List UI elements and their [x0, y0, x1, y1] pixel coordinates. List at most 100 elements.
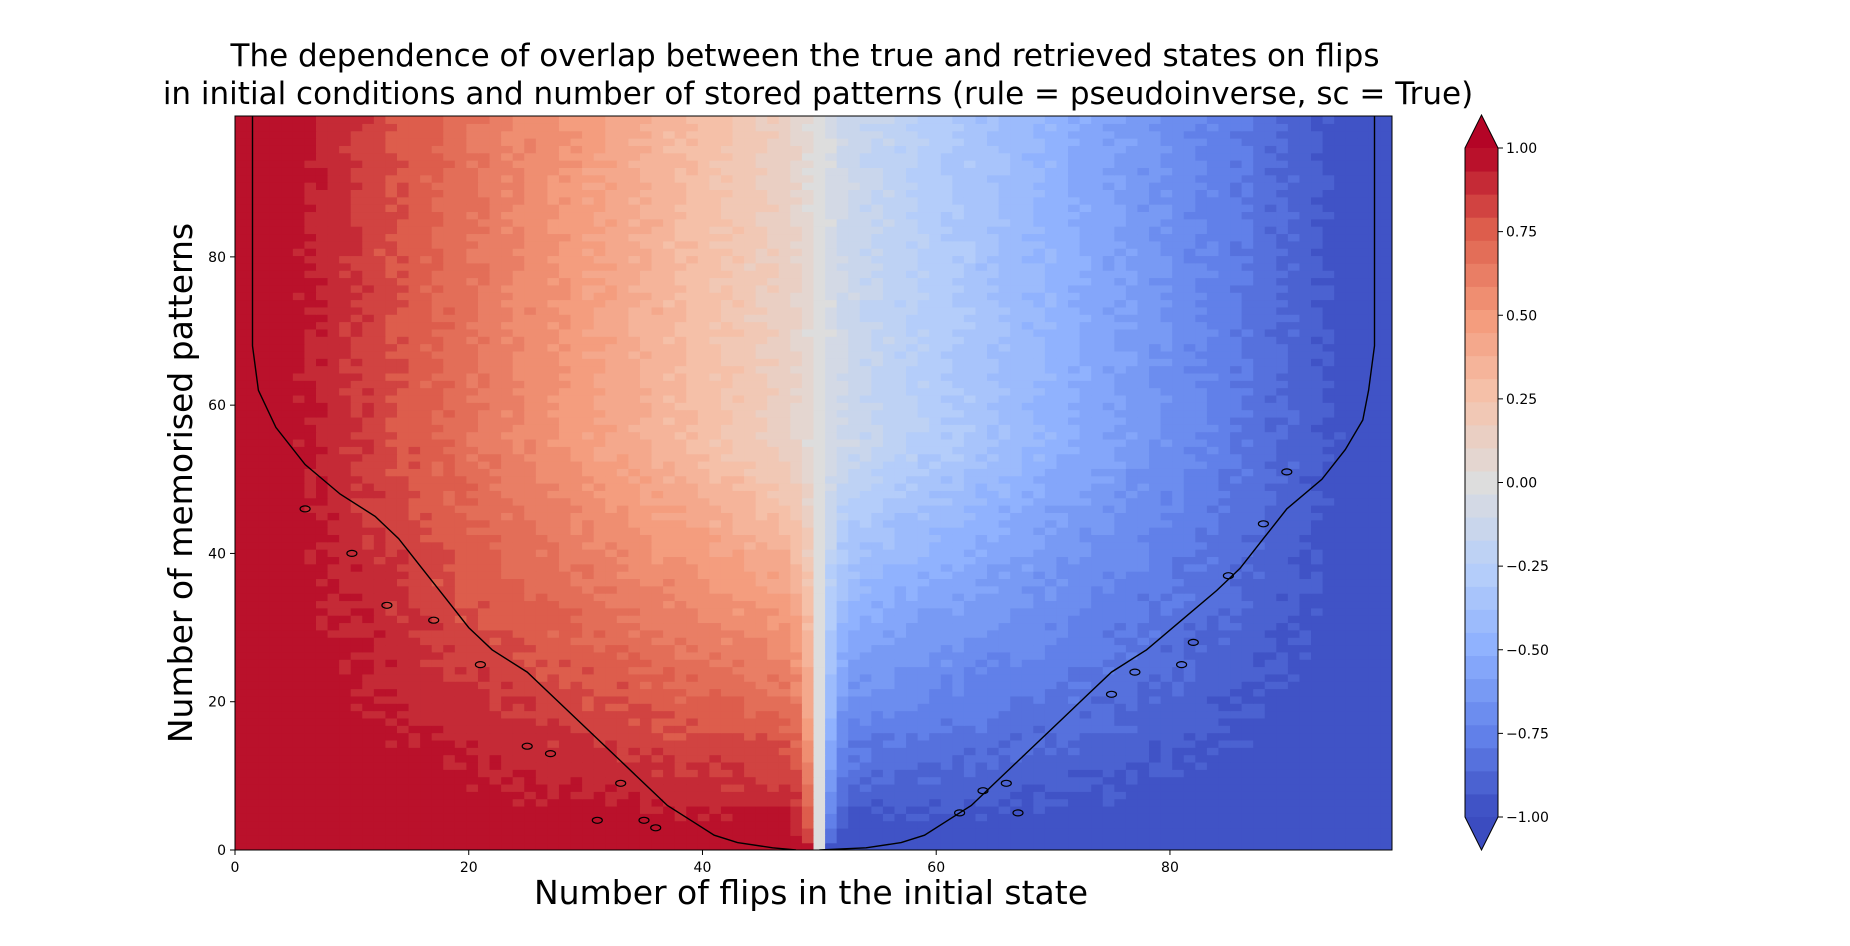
heatmap-cell — [651, 622, 664, 631]
heatmap-cell — [825, 593, 838, 602]
heatmap-cell — [1287, 571, 1301, 580]
heatmap-cell — [744, 541, 757, 550]
heatmap-cell — [1137, 820, 1150, 829]
heatmap-cell — [327, 512, 340, 521]
heatmap-cell — [836, 754, 849, 763]
heatmap-cell — [987, 791, 1000, 800]
heatmap-cell — [385, 666, 398, 675]
heatmap-cell — [1056, 666, 1069, 675]
heatmap-cell — [304, 813, 317, 822]
heatmap-cell — [420, 783, 433, 792]
heatmap-cell — [1091, 783, 1104, 792]
heatmap-cell — [605, 688, 618, 697]
heatmap-cell — [1230, 556, 1243, 565]
heatmap-cell — [894, 519, 907, 528]
heatmap-cell — [1368, 666, 1382, 675]
heatmap-cell — [1068, 637, 1081, 646]
heatmap-cell — [1172, 637, 1185, 646]
heatmap-cell — [940, 534, 953, 543]
heatmap-cell — [420, 754, 433, 763]
heatmap-cell — [373, 534, 387, 543]
heatmap-cell — [1334, 607, 1347, 616]
heatmap-cell — [1102, 681, 1115, 690]
heatmap-cell — [1287, 842, 1301, 850]
heatmap-cell — [963, 615, 977, 624]
heatmap-cell — [1218, 563, 1231, 572]
heatmap-cell — [987, 512, 1000, 521]
heatmap-cell — [292, 505, 306, 513]
heatmap-cell — [651, 761, 664, 770]
heatmap-cell — [709, 710, 722, 719]
heatmap-cell — [998, 791, 1011, 800]
heatmap-cell — [512, 622, 525, 631]
heatmap-cell — [720, 571, 734, 580]
heatmap-cell — [1044, 835, 1058, 844]
heatmap-cell — [258, 571, 271, 580]
heatmap-cell — [1079, 688, 1092, 697]
heatmap-cell — [1206, 549, 1220, 557]
heatmap-cell — [906, 585, 919, 594]
heatmap-cell — [628, 791, 641, 800]
heatmap-cell — [350, 710, 363, 719]
heatmap-cell — [732, 629, 745, 638]
heatmap-cell — [1021, 769, 1034, 778]
heatmap-cell — [373, 519, 387, 528]
heatmap-cell — [767, 585, 780, 594]
heatmap-cell — [558, 725, 572, 734]
heatmap-cell — [1276, 703, 1289, 712]
heatmap-cell — [396, 571, 410, 580]
heatmap-cell — [790, 688, 803, 697]
heatmap-cell — [1287, 497, 1301, 506]
heatmap-cell — [1380, 717, 1392, 726]
heatmap-cell — [420, 835, 433, 844]
heatmap-cell — [1010, 556, 1023, 565]
heatmap-cell — [593, 629, 606, 638]
heatmap-cell — [281, 703, 294, 712]
heatmap-cell — [466, 798, 479, 807]
heatmap-cell — [477, 578, 491, 587]
heatmap-cell — [952, 747, 965, 756]
heatmap-cell — [963, 637, 977, 646]
heatmap-cell — [558, 527, 572, 535]
heatmap-cell — [512, 739, 525, 748]
heatmap-cell — [871, 754, 884, 763]
heatmap-cell — [535, 629, 548, 638]
heatmap-cell — [1230, 827, 1243, 836]
heatmap-cell — [258, 681, 271, 690]
heatmap-cell — [720, 776, 734, 785]
heatmap-cell — [744, 783, 757, 792]
heatmap-cell — [535, 673, 548, 682]
heatmap-cell — [431, 578, 444, 587]
heatmap-cell — [1021, 798, 1034, 807]
heatmap-cell — [1137, 644, 1150, 653]
heatmap-cell — [790, 659, 803, 668]
heatmap-cell — [744, 622, 757, 631]
heatmap-cell — [1149, 783, 1162, 792]
heatmap-cell — [732, 791, 745, 800]
heatmap-cell — [477, 813, 491, 822]
heatmap-cell — [1183, 769, 1196, 778]
heatmap-cell — [1125, 673, 1139, 682]
heatmap-cell — [489, 688, 502, 697]
heatmap-cell — [871, 527, 884, 535]
heatmap-cell — [1172, 695, 1185, 704]
heatmap-cell — [975, 798, 988, 807]
heatmap-cell — [1091, 820, 1104, 829]
heatmap-cell — [1172, 512, 1185, 521]
heatmap-cell — [906, 527, 919, 535]
heatmap-cell — [825, 651, 838, 660]
heatmap-cell — [1102, 805, 1115, 814]
heatmap-cell — [547, 688, 560, 697]
heatmap-cell — [1264, 820, 1277, 829]
heatmap-cell — [1368, 607, 1382, 616]
heatmap-cell — [1345, 761, 1358, 770]
heatmap-cell — [1160, 483, 1173, 491]
heatmap-cell — [1125, 732, 1139, 741]
heatmap-cell — [940, 725, 953, 734]
heatmap-cell — [1056, 717, 1069, 726]
heatmap-cell — [1253, 725, 1266, 734]
heatmap-cell — [871, 798, 884, 807]
heatmap-cell — [489, 739, 502, 748]
heatmap-cell — [871, 519, 884, 528]
heatmap-cell — [327, 490, 340, 499]
